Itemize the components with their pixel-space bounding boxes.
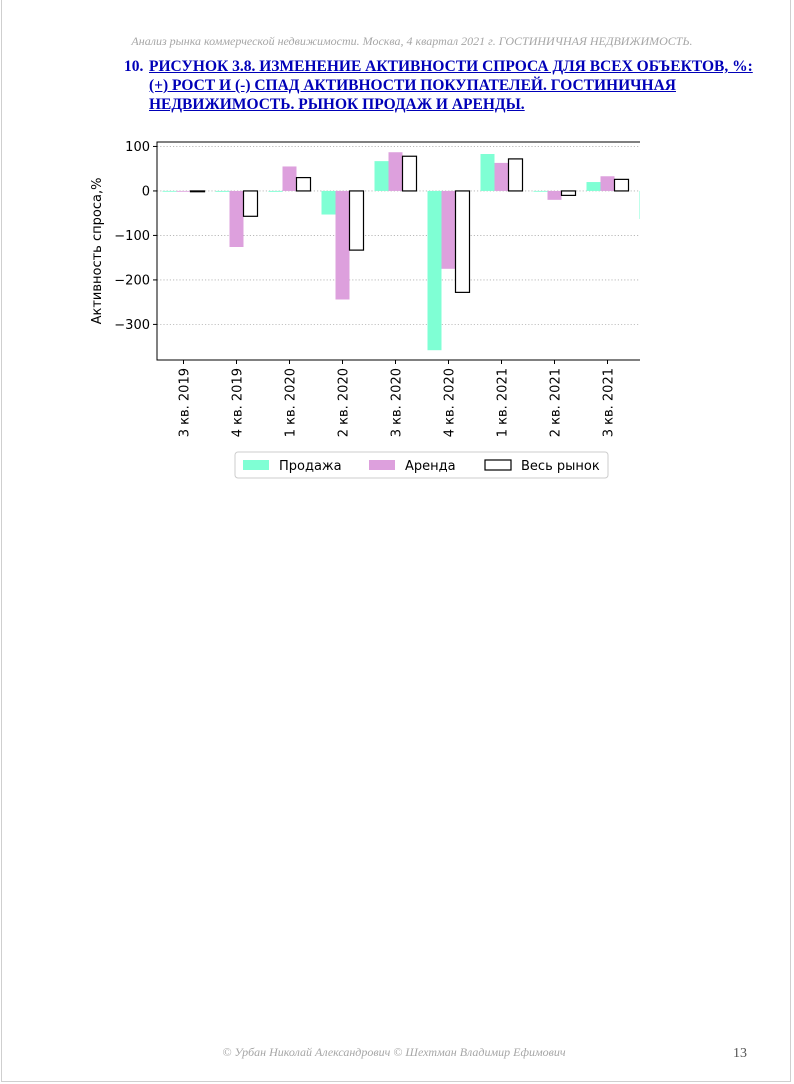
x-tick-label: 4 кв. 2020 [443, 368, 458, 437]
bar [586, 182, 601, 191]
x-tick-label: 2 кв. 2021 [549, 368, 564, 437]
x-tick-label: 3 кв. 2020 [390, 368, 405, 437]
y-tick-label: −200 [114, 273, 150, 288]
footer-authors: © Урбан Николай Александрович © Шехтман … [222, 1045, 566, 1059]
bar [547, 190, 562, 200]
bar [388, 152, 403, 191]
figure-number: 10. [124, 58, 144, 75]
bar [533, 190, 548, 192]
x-tick-label: 1 кв. 2021 [496, 368, 511, 437]
legend-label: Продажа [279, 459, 342, 474]
bar [215, 190, 230, 192]
bar [639, 190, 640, 219]
y-tick-label: −100 [114, 229, 150, 244]
running-header: Анализ рынка коммерческой недвижимости. … [131, 34, 693, 48]
legend-label: Весь рынок [521, 459, 600, 474]
bar [176, 190, 191, 192]
bar [229, 190, 244, 247]
bar [480, 154, 495, 191]
legend-box [234, 451, 609, 479]
bar [427, 190, 442, 351]
x-tick-label: 3 кв. 2019 [178, 368, 193, 437]
bar [441, 190, 456, 269]
bar [295, 176, 312, 192]
bar [613, 178, 630, 192]
bar [189, 190, 206, 193]
legend-swatch [369, 460, 395, 470]
bar [321, 190, 336, 215]
y-tick-label: 0 [142, 184, 150, 199]
bar [560, 190, 577, 196]
bar [282, 166, 297, 191]
bar [348, 190, 365, 251]
x-tick-label: 3 кв. 2021 [602, 368, 617, 437]
bar [454, 190, 471, 293]
legend-swatch [243, 460, 269, 470]
y-axis-label: Активность спроса,% [90, 178, 105, 325]
x-tick-label: 1 кв. 2020 [284, 368, 299, 437]
bar [600, 176, 615, 191]
page-number: 13 [733, 1046, 747, 1061]
bar [162, 190, 177, 192]
legend-label: Аренда [405, 459, 456, 474]
bar [242, 190, 259, 217]
demand-activity-chart: 100 0 −100 −200 −300 3 кв. 2019 4 кв. 2019 1 кв… [90, 140, 640, 479]
bar [507, 158, 524, 192]
x-tick-label: 4 кв. 2019 [231, 368, 246, 437]
figure-caption-link[interactable]: РИСУНОК 3.8. ИЗМЕНЕНИЕ АКТИВНОСТИ СПРОСА… [149, 58, 753, 113]
figure-caption: 10. РИСУНОК 3.8. ИЗМЕНЕНИЕ АКТИВНОСТИ СП… [124, 57, 764, 114]
legend-swatch [484, 459, 512, 471]
bar [401, 155, 418, 192]
bar [494, 162, 509, 191]
bar [335, 190, 350, 300]
bar [268, 190, 283, 192]
y-tick-label: −300 [114, 318, 150, 333]
plot-frame [156, 141, 640, 361]
x-tick-label: 2 кв. 2020 [337, 368, 352, 437]
y-tick-label: 100 [125, 140, 150, 155]
bar [374, 161, 389, 191]
